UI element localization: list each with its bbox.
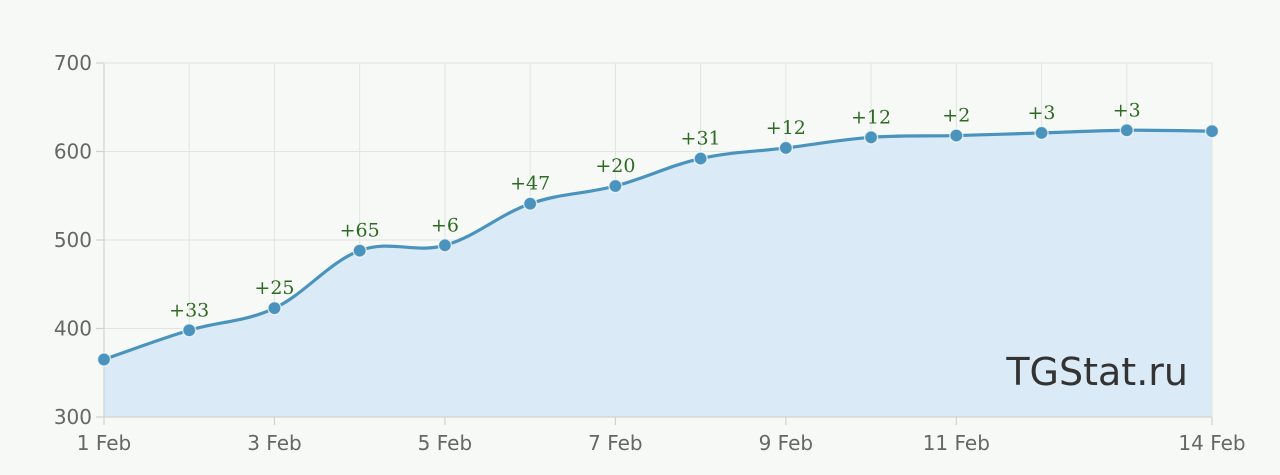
data-label: +47 (510, 173, 550, 195)
data-label: +3 (1028, 102, 1056, 124)
data-point (863, 130, 879, 145)
y-tick-label: 600 (54, 140, 92, 164)
y-tick-label: 300 (54, 405, 92, 429)
data-points (96, 123, 1220, 367)
data-point (1034, 125, 1049, 141)
data-point (778, 140, 794, 156)
x-tick-label: 3 Feb (247, 431, 302, 455)
y-tick-label: 500 (54, 228, 92, 252)
data-label: +33 (169, 299, 209, 321)
data-point (437, 238, 453, 253)
x-tick-label: 7 Feb (588, 431, 643, 455)
data-point (949, 128, 964, 143)
data-label: +25 (254, 277, 294, 299)
watermark: TGStat.ru (1005, 350, 1188, 394)
data-point (182, 323, 197, 338)
data-label: +20 (595, 155, 635, 177)
data-point (608, 178, 623, 194)
data-point (1119, 123, 1134, 138)
data-label: +6 (431, 214, 459, 236)
data-point (352, 243, 367, 258)
series-line (102, 128, 1214, 362)
y-tick-label: 400 (54, 317, 92, 341)
x-tick-label: 9 Feb (759, 431, 814, 455)
data-point (522, 196, 538, 211)
x-tick-label: 5 Feb (418, 431, 473, 455)
data-labels: +33 +25 +65 +6 +47 +20 +31 +12 +12 +2 +3 +3 (169, 99, 1141, 321)
data-label: +65 (340, 220, 380, 242)
y-axis-ticks: 300 400 500 600 700 (54, 51, 104, 429)
data-label: +12 (851, 106, 891, 128)
data-point (96, 352, 112, 367)
x-tick-label: 14 Feb (1178, 431, 1245, 455)
area-path (104, 130, 1212, 418)
data-point (693, 151, 708, 166)
data-point (267, 300, 282, 316)
y-tick-label: 700 (54, 51, 92, 75)
series-path (102, 128, 1214, 362)
x-tick-label: 11 Feb (923, 431, 990, 455)
x-axis-ticks: 1 Feb 3 Feb 5 Feb 7 Feb 9 Feb 11 Feb 14 Feb (77, 417, 1246, 455)
data-label: +12 (766, 117, 806, 139)
x-tick-label: 1 Feb (77, 431, 132, 455)
area-fill (104, 130, 1212, 418)
data-point (1204, 123, 1220, 139)
data-label: +2 (942, 105, 970, 127)
data-label: +3 (1113, 99, 1141, 121)
data-label: +31 (681, 128, 721, 150)
